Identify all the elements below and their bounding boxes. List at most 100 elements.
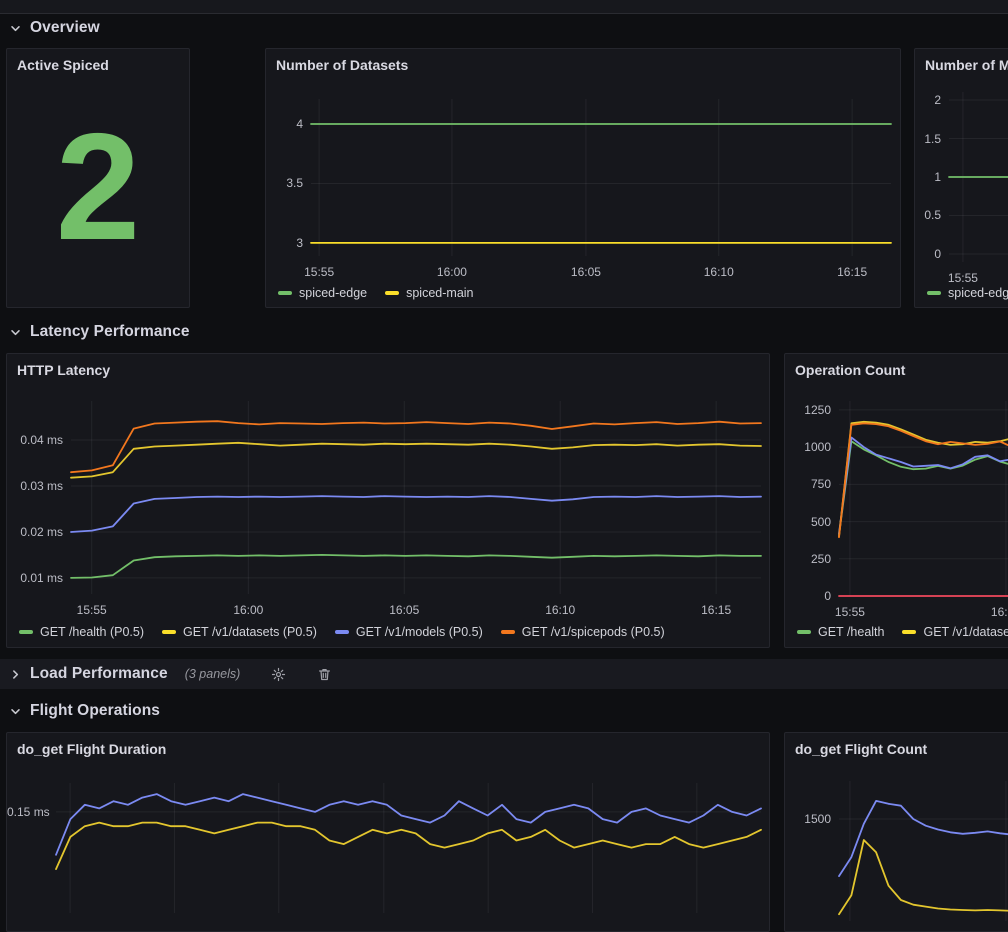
chevron-down-icon xyxy=(11,329,20,335)
series-get-v1-datasets xyxy=(838,420,1008,538)
chevron-right-icon xyxy=(13,669,19,679)
trash-icon xyxy=(319,668,331,680)
y-tick-label: 3 xyxy=(296,235,303,250)
y-tick-label: 750 xyxy=(810,477,831,492)
series-get-health xyxy=(838,440,1008,536)
chart-legend: spiced-edge spiced-main xyxy=(278,286,492,300)
panel-title-number-of-models[interactable]: Number of Models xyxy=(925,57,1008,73)
series-get-v1-datasets-p0-5- xyxy=(70,441,762,479)
section-delete-button[interactable] xyxy=(317,667,332,682)
y-tick-label: 4 xyxy=(296,116,303,131)
chart-number-of-datasets[interactable]: 4 3.5 3 15:55 16:00 16:05 16:10 16:15 xyxy=(266,49,900,307)
series-do-get-p0-9- xyxy=(55,793,762,856)
panel-title-do-get-flight-duration[interactable]: do_get Flight Duration xyxy=(17,741,167,757)
panel-title-do-get-flight-count[interactable]: do_get Flight Count xyxy=(795,741,928,757)
x-tick-label: 16:00 xyxy=(233,603,264,617)
chart-plot xyxy=(70,401,762,594)
chart-do-get-flight-count[interactable]: 1500 xyxy=(785,733,1008,931)
chart-do-get-flight-duration[interactable]: 0.15 ms xyxy=(7,733,769,931)
y-tick-label: 1 xyxy=(934,170,941,184)
y-tick-label: 0.01 ms xyxy=(20,570,63,585)
legend-item[interactable]: spiced-edge xyxy=(927,286,1008,300)
x-tick-label: 16:15 xyxy=(701,603,732,617)
chevron-down-icon xyxy=(11,25,20,31)
series-get-health-p0-5- xyxy=(70,553,762,579)
panels-count-label: (3 panels) xyxy=(184,667,241,681)
y-tick-label: 0.15 ms xyxy=(7,804,50,819)
y-tick-label: 0.03 ms xyxy=(20,479,63,493)
legend-item[interactable]: spiced-main xyxy=(385,286,474,300)
chart-plot xyxy=(838,781,1008,921)
legend-swatch xyxy=(797,630,811,634)
series-get-v1-models xyxy=(838,436,1008,535)
legend-item[interactable]: GET /v1/datasets (P0.5) xyxy=(162,625,317,639)
x-tick-label: 16:05 xyxy=(389,603,420,617)
legend-label: GET /v1/datasets (P0.5) xyxy=(183,625,317,639)
y-tick-label: 250 xyxy=(810,551,831,566)
panel-number-of-datasets: Number of Datasets 4 3.5 3 15:55 16:00 16:05 1… xyxy=(265,48,901,308)
y-tick-label: 1500 xyxy=(804,812,831,826)
y-tick-label: 1.5 xyxy=(924,131,941,146)
legend-label: GET /v1/spicepods (P0.5) xyxy=(521,625,665,639)
y-tick-label: 0 xyxy=(934,246,941,261)
panel-operation-count: Operation Count 1250 1000 750 500 250 0 15:55 1… xyxy=(784,353,1008,648)
chart-plot xyxy=(310,99,892,256)
x-tick-label: 16:10 xyxy=(545,603,576,617)
y-tick-label: 0.5 xyxy=(924,208,941,223)
legend-item[interactable]: GET /health (P0.5) xyxy=(19,625,144,639)
panel-title-operation-count[interactable]: Operation Count xyxy=(795,362,906,378)
legend-item[interactable]: GET /v1/spicepods (P0.5) xyxy=(500,625,665,639)
legend-item[interactable]: GET /v1/datasets xyxy=(902,625,1008,639)
legend-label: spiced-edge xyxy=(299,286,368,300)
legend-label: spiced-main xyxy=(406,286,474,300)
panel-do-get-flight-duration: do_get Flight Duration 0.15 ms xyxy=(6,732,770,932)
panel-title-number-of-datasets[interactable]: Number of Datasets xyxy=(276,57,409,73)
y-tick-label: 0 xyxy=(824,589,831,603)
x-tick-label: 15:55 xyxy=(304,265,335,279)
section-title: Latency Performance xyxy=(30,323,190,340)
y-tick-label: 500 xyxy=(810,514,831,529)
panel-title-http-latency[interactable]: HTTP Latency xyxy=(17,362,111,378)
legend-swatch xyxy=(278,291,292,295)
section-title: Flight Operations xyxy=(30,702,161,719)
chart-http-latency[interactable]: 0.04 ms 0.03 ms 0.02 ms 0.01 ms 15:55 16:00 16… xyxy=(7,354,769,647)
chart-plot xyxy=(838,401,1008,597)
panel-title-active-spiced[interactable]: Active Spiced xyxy=(17,57,109,73)
legend-swatch xyxy=(334,630,349,634)
legend-swatch xyxy=(385,291,400,295)
y-tick-label: 1000 xyxy=(804,440,831,455)
gear-icon xyxy=(272,667,286,681)
panel-do-get-flight-count: do_get Flight Count 1500 xyxy=(784,732,1008,932)
section-header-latency-performance[interactable]: Latency Performance xyxy=(10,320,190,344)
section-header-flight-operations[interactable]: Flight Operations xyxy=(10,699,160,723)
x-tick-label: 16:00 xyxy=(436,265,467,279)
y-tick-label: 3.5 xyxy=(286,176,303,191)
x-tick-label: 15:55 xyxy=(947,271,978,285)
section-header-overview[interactable]: Overview xyxy=(10,16,100,40)
top-bar xyxy=(0,0,1008,14)
section-title: Load Performance xyxy=(30,665,168,682)
legend-label: GET /health xyxy=(818,625,885,639)
legend-swatch xyxy=(500,630,515,634)
series-do-get-secondary xyxy=(838,839,1008,916)
series-do-get-p0-5- xyxy=(55,821,762,871)
x-tick-label: 16:05 xyxy=(570,265,601,279)
legend-item[interactable]: spiced-edge xyxy=(278,286,367,300)
x-tick-label: 15:55 xyxy=(76,603,107,617)
y-tick-label: 1250 xyxy=(804,402,831,417)
legend-swatch xyxy=(19,630,33,634)
legend-label: GET /health (P0.5) xyxy=(40,625,144,639)
section-header-load-performance[interactable]: Load Performance (3 panels) xyxy=(10,662,332,686)
legend-label: spiced-edge xyxy=(948,286,1008,300)
legend-item[interactable]: GET /health xyxy=(797,625,884,639)
legend-label: GET /v1/datasets xyxy=(923,625,1008,639)
x-tick-label: 15:55 xyxy=(834,605,865,619)
series-do-get xyxy=(838,800,1008,878)
chart-operation-count[interactable]: 1250 1000 750 500 250 015:55 16:00 xyxy=(785,354,1008,647)
series-get-v1-models-p0-5- xyxy=(70,495,762,533)
section-settings-button[interactable] xyxy=(271,667,286,682)
legend-item[interactable]: GET /v1/models (P0.5) xyxy=(334,625,483,639)
x-tick-label: 16:00 xyxy=(990,605,1008,619)
panel-active-spiced: Active Spiced 2 xyxy=(6,48,190,308)
